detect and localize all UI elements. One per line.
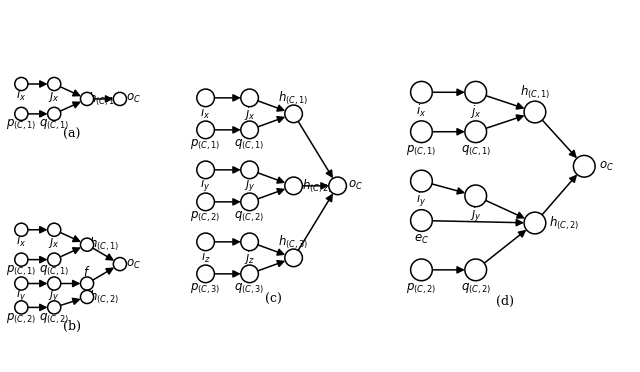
Text: $p_{(C,2)}$: $p_{(C,2)}$ [6, 312, 36, 326]
Text: $j_x$: $j_x$ [49, 232, 60, 250]
Text: $p_{(C,3)}$: $p_{(C,3)}$ [190, 282, 221, 296]
Circle shape [47, 277, 61, 290]
Circle shape [47, 107, 61, 121]
Text: $i_z$: $i_z$ [201, 249, 211, 265]
Text: $i_x$: $i_x$ [200, 105, 211, 121]
Text: (c): (c) [265, 294, 282, 307]
Circle shape [81, 92, 93, 106]
Circle shape [47, 223, 61, 236]
Text: $h_{(C,3)}$: $h_{(C,3)}$ [278, 234, 308, 251]
Text: $i_x$: $i_x$ [417, 103, 427, 119]
Circle shape [15, 77, 28, 91]
Circle shape [15, 301, 28, 314]
Circle shape [241, 193, 259, 211]
Circle shape [411, 81, 433, 103]
Text: $j_x$: $j_x$ [244, 105, 255, 122]
Circle shape [113, 92, 127, 106]
Circle shape [197, 121, 214, 139]
Text: $o_C$: $o_C$ [126, 257, 141, 271]
Text: $o_C$: $o_C$ [348, 179, 363, 192]
Text: $o_C$: $o_C$ [599, 160, 614, 173]
Text: $h_{(C,1)}$: $h_{(C,1)}$ [88, 90, 118, 108]
Text: $p_{(C,1)}$: $p_{(C,1)}$ [6, 118, 36, 132]
Text: $q_{(C,1)}$: $q_{(C,1)}$ [461, 143, 491, 158]
Text: $q_{(C,2)}$: $q_{(C,2)}$ [39, 312, 69, 326]
Circle shape [524, 212, 546, 234]
Text: $q_{(C,1)}$: $q_{(C,1)}$ [39, 264, 69, 278]
Text: $e_C$: $e_C$ [414, 233, 429, 246]
Circle shape [465, 259, 486, 281]
Text: $j_z$: $j_z$ [244, 248, 255, 266]
Text: $p_{(C,2)}$: $p_{(C,2)}$ [406, 282, 436, 296]
Circle shape [15, 253, 28, 266]
Text: $p_{(C,2)}$: $p_{(C,2)}$ [190, 210, 221, 224]
Circle shape [411, 170, 433, 192]
Circle shape [241, 89, 259, 107]
Circle shape [465, 121, 486, 142]
Circle shape [47, 301, 61, 314]
Text: $f$: $f$ [83, 265, 91, 279]
Circle shape [197, 193, 214, 211]
Circle shape [285, 105, 302, 123]
Text: $j_x$: $j_x$ [49, 87, 60, 104]
Circle shape [81, 238, 93, 251]
Circle shape [15, 223, 28, 236]
Text: $j_y$: $j_y$ [470, 206, 481, 224]
Text: $p_{(C,1)}$: $p_{(C,1)}$ [406, 143, 436, 158]
Text: $i_y$: $i_y$ [200, 176, 211, 194]
Text: $i_x$: $i_x$ [16, 233, 26, 249]
Circle shape [411, 210, 433, 231]
Circle shape [81, 291, 93, 304]
Text: $q_{(C,1)}$: $q_{(C,1)}$ [234, 138, 265, 152]
Circle shape [573, 155, 595, 177]
Text: $q_{(C,3)}$: $q_{(C,3)}$ [234, 282, 265, 296]
Text: $q_{(C,1)}$: $q_{(C,1)}$ [39, 118, 69, 132]
Circle shape [411, 259, 433, 281]
Text: $p_{(C,1)}$: $p_{(C,1)}$ [190, 138, 221, 152]
Text: $h_{(C,1)}$: $h_{(C,1)}$ [520, 84, 550, 101]
Text: $h_{(C,2)}$: $h_{(C,2)}$ [89, 288, 120, 306]
Text: (d): (d) [497, 295, 515, 308]
Circle shape [81, 277, 93, 290]
Circle shape [197, 233, 214, 251]
Circle shape [329, 177, 346, 195]
Circle shape [465, 81, 486, 103]
Text: $h_{(C,1)}$: $h_{(C,1)}$ [278, 90, 308, 108]
Text: $o_C$: $o_C$ [126, 92, 141, 106]
Text: $j_y$: $j_y$ [244, 176, 255, 194]
Circle shape [411, 121, 433, 142]
Circle shape [197, 265, 214, 283]
Circle shape [197, 161, 214, 179]
Circle shape [465, 185, 486, 207]
Circle shape [285, 177, 302, 195]
Circle shape [47, 77, 61, 91]
Text: $q_{(C,2)}$: $q_{(C,2)}$ [234, 210, 265, 224]
Text: (b): (b) [63, 320, 81, 333]
Circle shape [47, 253, 61, 266]
Circle shape [197, 89, 214, 107]
Circle shape [241, 265, 259, 283]
Text: $p_{(C,1)}$: $p_{(C,1)}$ [6, 264, 36, 278]
Circle shape [241, 121, 259, 139]
Text: $i_y$: $i_y$ [417, 191, 427, 209]
Text: $i_y$: $i_y$ [16, 286, 26, 304]
Text: (a): (a) [63, 128, 81, 141]
Circle shape [241, 161, 259, 179]
Circle shape [241, 233, 259, 251]
Text: $h_{(C,2)}$: $h_{(C,2)}$ [303, 177, 333, 195]
Text: $j_y$: $j_y$ [49, 286, 60, 304]
Circle shape [285, 249, 302, 267]
Circle shape [15, 277, 28, 290]
Circle shape [15, 107, 28, 121]
Text: $i_x$: $i_x$ [16, 87, 26, 103]
Text: $h_{(C,2)}$: $h_{(C,2)}$ [549, 214, 580, 232]
Text: $h_{(C,1)}$: $h_{(C,1)}$ [89, 236, 120, 253]
Circle shape [113, 257, 127, 271]
Circle shape [524, 101, 546, 123]
Text: $q_{(C,2)}$: $q_{(C,2)}$ [461, 282, 491, 296]
Text: $j_x$: $j_x$ [470, 103, 481, 119]
